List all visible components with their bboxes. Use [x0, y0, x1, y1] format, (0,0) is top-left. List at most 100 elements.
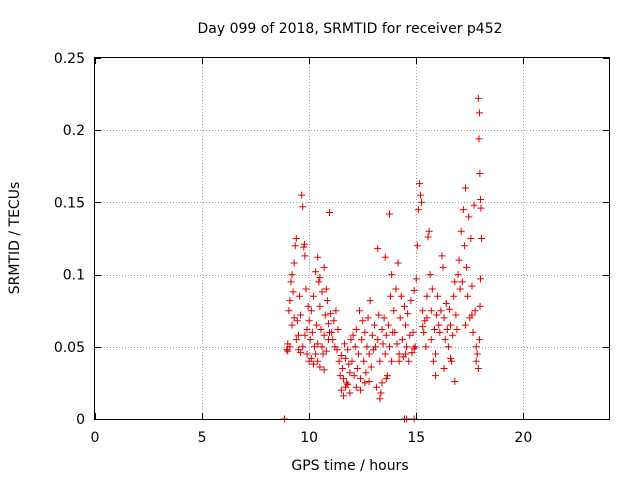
- data-point: [312, 350, 320, 358]
- data-point: [411, 343, 419, 351]
- data-point: [382, 331, 390, 339]
- data-point: [347, 336, 355, 344]
- data-point: [448, 357, 456, 365]
- y-tick-label: 0.15: [54, 195, 85, 211]
- data-point: [299, 343, 307, 351]
- data-point: [419, 307, 427, 315]
- data-point: [345, 360, 353, 368]
- data-point: [314, 253, 322, 261]
- y-tick-label: 0.2: [63, 123, 85, 139]
- data-point: [452, 311, 460, 319]
- x-tick-label: 10: [300, 430, 318, 446]
- data-point: [465, 213, 473, 221]
- data-point: [344, 380, 352, 388]
- data-point: [307, 307, 315, 315]
- data-point: [301, 252, 309, 260]
- data-point: [414, 206, 422, 214]
- data-point: [297, 311, 305, 319]
- data-point: [318, 288, 326, 296]
- data-point: [343, 379, 351, 387]
- data-point: [372, 343, 380, 351]
- data-point: [381, 350, 389, 358]
- y-tick-label: 0.05: [54, 340, 85, 356]
- data-point: [473, 350, 481, 358]
- data-point: [388, 357, 396, 365]
- data-point: [426, 271, 434, 279]
- data-point: [462, 321, 470, 329]
- data-point: [373, 383, 381, 391]
- y-tick-labels: 0 0.05 0.1 0.15 0.2 0.25: [54, 51, 85, 428]
- data-point: [476, 302, 484, 310]
- data-point: [286, 297, 294, 305]
- data-point: [468, 311, 476, 319]
- data-point: [398, 336, 406, 344]
- data-point: [342, 354, 350, 362]
- x-axis-label: GPS time / hours: [291, 458, 408, 474]
- data-point: [353, 364, 361, 372]
- data-point: [445, 305, 453, 313]
- data-point: [320, 331, 328, 339]
- data-point: [374, 245, 382, 253]
- data-point: [327, 310, 335, 318]
- x-tick-label: 5: [198, 430, 207, 446]
- data-point: [438, 252, 446, 260]
- data-point: [381, 253, 389, 261]
- data-point: [309, 292, 317, 300]
- data-point: [293, 317, 301, 325]
- data-point: [364, 314, 372, 322]
- data-point: [344, 346, 352, 354]
- data-point: [304, 302, 312, 310]
- data-point: [357, 386, 365, 394]
- y-tick-label: 0.1: [63, 268, 85, 284]
- data-point: [303, 325, 311, 333]
- data-point: [435, 321, 443, 329]
- data-point: [462, 184, 470, 192]
- data-point: [300, 243, 308, 251]
- data-point: [420, 328, 428, 336]
- data-point: [352, 325, 360, 333]
- data-point: [413, 242, 421, 250]
- data-point: [403, 343, 411, 351]
- data-point: [402, 350, 410, 358]
- data-point: [454, 271, 462, 279]
- data-point: [432, 372, 440, 380]
- data-point: [318, 343, 326, 351]
- data-point: [337, 386, 345, 394]
- data-point: [287, 278, 295, 286]
- x-tick-label: 20: [514, 430, 532, 446]
- y-tick-label: 0: [76, 412, 85, 428]
- data-point: [323, 297, 331, 305]
- data-point: [312, 268, 320, 276]
- data-point: [316, 273, 324, 281]
- data-point: [463, 263, 471, 271]
- x-tick-label: 15: [407, 430, 425, 446]
- data-point: [376, 357, 384, 365]
- data-point: [352, 383, 360, 391]
- data-point: [366, 297, 374, 305]
- data-point: [317, 325, 325, 333]
- data-point: [321, 311, 329, 319]
- data-point: [339, 392, 347, 400]
- data-point: [380, 314, 388, 322]
- data-point: [357, 375, 365, 383]
- data-point: [394, 259, 402, 267]
- data-point: [392, 285, 400, 293]
- data-point: [430, 325, 438, 333]
- chart-title: Day 099 of 2018, SRMTID for receiver p45…: [197, 21, 502, 37]
- data-point: [459, 206, 467, 214]
- data-point: [284, 347, 292, 355]
- data-point: [363, 343, 371, 351]
- data-point: [283, 346, 291, 354]
- data-point: [348, 357, 356, 365]
- data-point: [303, 350, 311, 358]
- data-point: [355, 307, 363, 315]
- data-point: [346, 389, 354, 397]
- data-point: [328, 328, 336, 336]
- data-point: [385, 210, 393, 218]
- data-point: [395, 350, 403, 358]
- data-point: [314, 357, 322, 365]
- data-point: [361, 328, 369, 336]
- y-axis-label: SRMTID / TECUs: [7, 182, 23, 295]
- data-point: [365, 350, 373, 358]
